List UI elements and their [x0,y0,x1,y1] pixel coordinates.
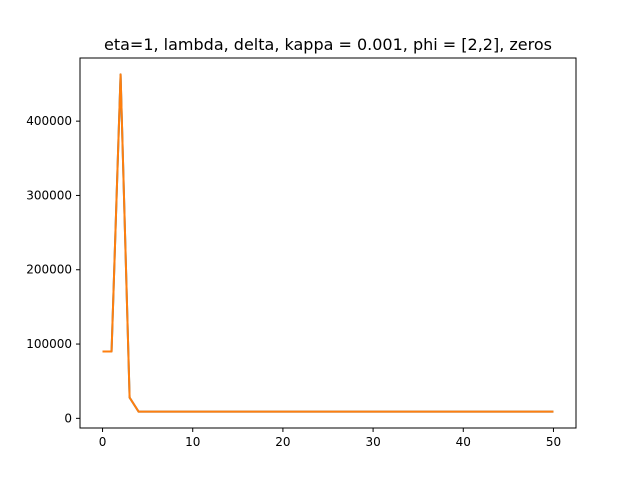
x-tick-label: 50 [546,435,561,449]
x-tick-label: 40 [456,435,471,449]
y-tick-label: 0 [64,411,72,425]
series-layer [102,73,554,413]
y-tick-label: 100000 [26,337,72,351]
axis-layer: 0 10 20 30 40 50 0 100000 200000 300000 400000 [26,114,561,449]
chart-title: eta=1, lambda, delta, kappa = 0.001, phi… [104,35,552,54]
x-tick-label: 30 [365,435,380,449]
x-tick-label: 0 [99,435,107,449]
y-tick-label: 200000 [26,263,72,277]
y-tick-label: 400000 [26,114,72,128]
series-line-2 [102,73,554,413]
plot-area-frame [79,57,577,429]
y-tick-label: 300000 [26,188,72,202]
x-tick-label: 10 [185,435,200,449]
x-tick-label: 20 [275,435,290,449]
